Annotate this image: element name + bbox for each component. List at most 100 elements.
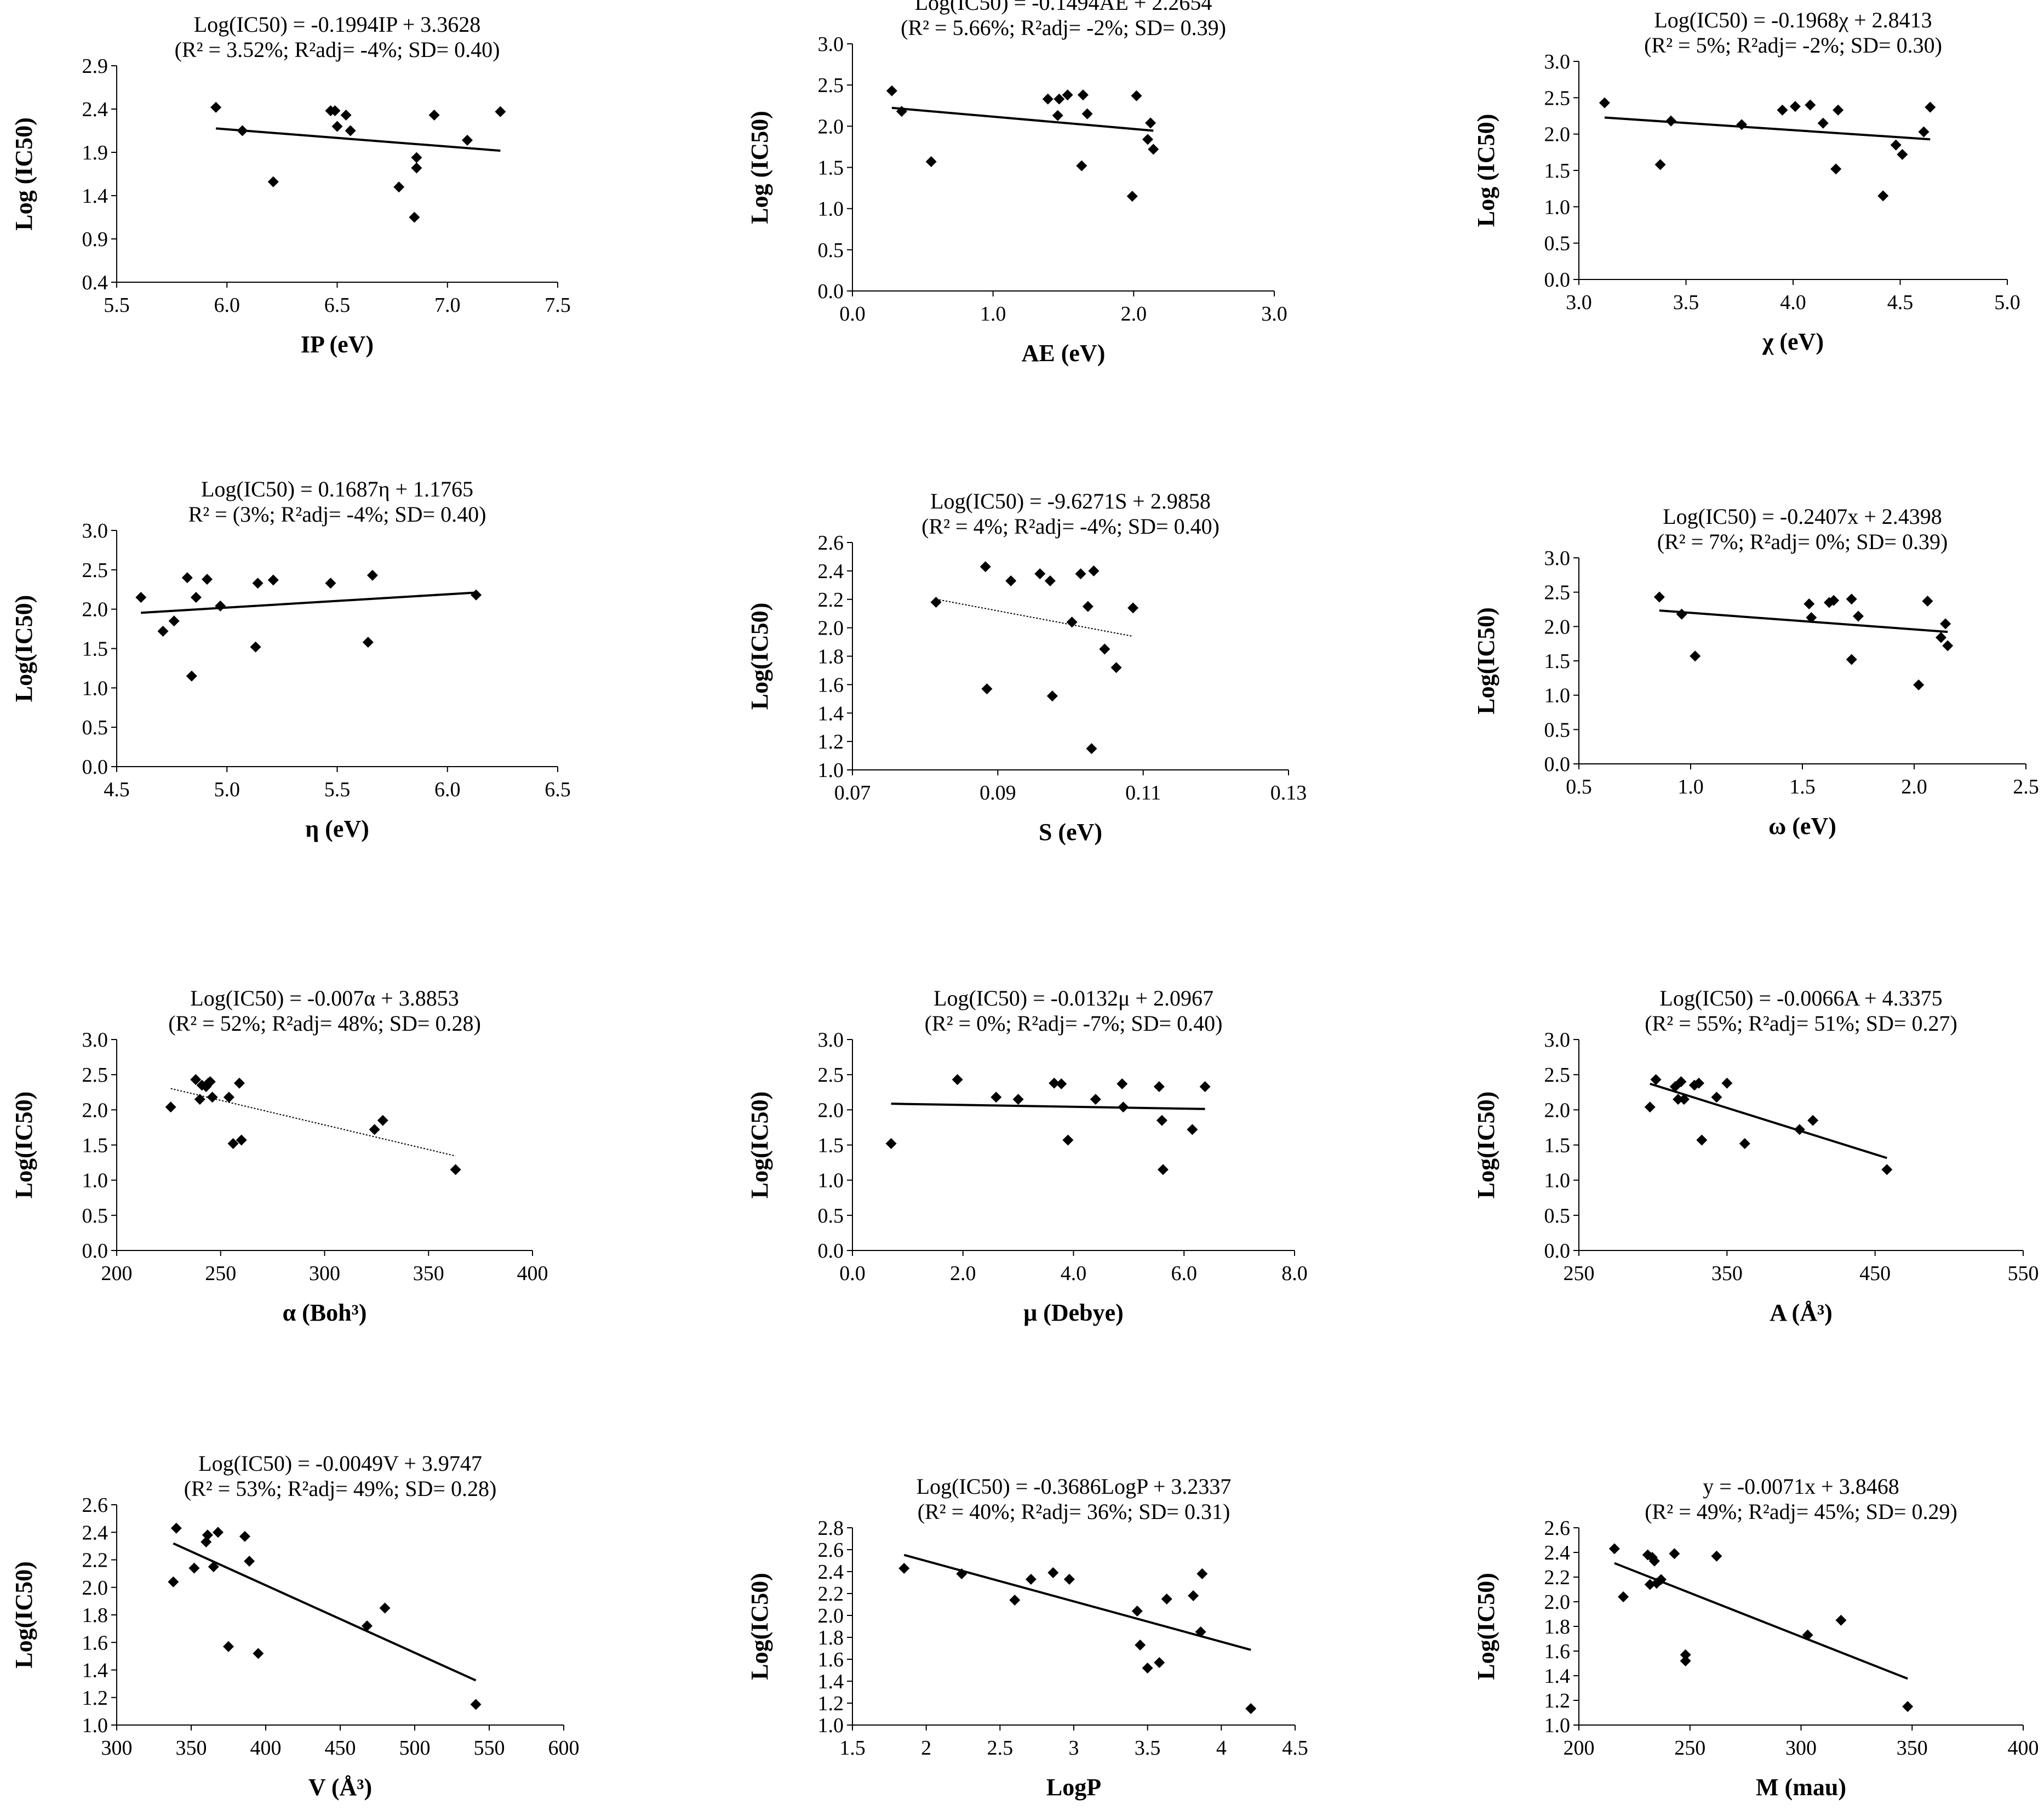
trend-line	[1659, 609, 1948, 633]
data-point	[1025, 1574, 1037, 1585]
chart-stats: (R² = 52%; R²adj= 48%; SD= 0.28)	[168, 1011, 481, 1036]
y-tick-label: 2.5	[1544, 87, 1571, 110]
x-tick-label: 6.5	[545, 778, 571, 801]
y-axis-label: Log(IC50)	[1473, 1092, 1499, 1199]
data-point	[1127, 602, 1139, 614]
y-axis-label: Log(IC50)	[10, 1092, 37, 1199]
data-point	[207, 1092, 218, 1103]
data-point	[1044, 575, 1056, 587]
x-tick-label: 3.5	[1673, 291, 1699, 314]
x-tick-label: 500	[399, 1737, 431, 1760]
y-tick-label: 0.5	[82, 716, 108, 739]
y-tick-label: 2.2	[82, 1549, 108, 1572]
data-point	[471, 589, 482, 601]
y-tick-label: 0.0	[1544, 753, 1571, 776]
x-tick-label: 0.11	[1125, 781, 1161, 804]
data-point	[925, 156, 937, 167]
data-point	[1012, 1094, 1024, 1105]
y-tick-label: 1.4	[818, 702, 844, 725]
x-tick-label: 6.0	[214, 294, 241, 317]
x-tick-label: 600	[548, 1737, 580, 1760]
y-tick-label: 1.2	[1544, 1689, 1571, 1712]
data-point	[1082, 601, 1093, 612]
y-tick-label: 2.0	[818, 617, 844, 640]
y-tick-label: 1.2	[818, 730, 844, 753]
y-tick-label: 1.0	[1544, 1169, 1571, 1192]
x-tick-label: 1.5	[839, 1737, 866, 1760]
data-point	[1802, 1629, 1813, 1641]
y-tick-label: 1.6	[82, 1631, 108, 1654]
data-point	[1187, 1124, 1198, 1135]
data-point	[1678, 1094, 1690, 1105]
chart-stats: (R² = 4%; R²adj= -4%; SD= 0.40)	[921, 514, 1219, 539]
y-tick-label: 1.0	[82, 1714, 108, 1737]
data-point	[202, 574, 213, 585]
data-point	[329, 105, 341, 117]
data-point	[1890, 139, 1902, 151]
x-tick-label: 200	[101, 1262, 133, 1285]
data-point	[1897, 149, 1908, 160]
data-point	[1195, 1626, 1206, 1637]
y-tick-label: 2.0	[82, 598, 108, 621]
x-tick-label: 350	[1897, 1737, 1928, 1760]
chart-equation: Log(IC50) = -0.1494AE + 2.2654	[915, 0, 1212, 15]
data-point	[1599, 97, 1610, 108]
data-point	[1846, 593, 1857, 605]
y-tick-label: 3.0	[1544, 547, 1571, 570]
data-point	[1902, 1701, 1914, 1712]
x-axis-label: χ (eV)	[1762, 328, 1824, 355]
y-tick-label: 1.0	[82, 1169, 108, 1192]
chart-equation: Log(IC50) = -0.1968χ + 2.8413	[1654, 8, 1932, 32]
y-tick-label: 0.9	[82, 228, 108, 251]
chart-equation: Log(IC50) = -0.1994IP + 3.3628	[194, 12, 481, 37]
data-point	[237, 125, 248, 136]
y-tick-label: 1.8	[82, 1604, 108, 1627]
y-tick-label: 1.4	[1544, 1665, 1571, 1688]
y-tick-label: 1.2	[818, 1692, 844, 1715]
data-point	[1711, 1092, 1722, 1103]
y-tick-label: 3.0	[1544, 1029, 1571, 1052]
chart-mass: y = -0.0071x + 3.8468(R² = 49%; R²adj= 4…	[1473, 1474, 2039, 1801]
data-point	[1062, 89, 1073, 101]
data-point	[1046, 690, 1058, 702]
x-axis-label: M (mau)	[1756, 1774, 1846, 1801]
data-point	[1828, 595, 1840, 606]
y-tick-label: 2.4	[818, 560, 844, 583]
data-point	[1118, 1101, 1129, 1113]
data-point	[1086, 743, 1097, 755]
data-point	[1918, 126, 1930, 138]
y-tick-label: 1.5	[1544, 159, 1571, 182]
data-point	[135, 592, 147, 603]
data-point	[1054, 93, 1065, 105]
y-tick-label: 0.5	[1544, 232, 1571, 255]
y-tick-label: 1.5	[82, 1134, 108, 1157]
data-point	[1042, 93, 1054, 105]
y-tick-label: 3.0	[1544, 50, 1571, 73]
data-point	[239, 1531, 250, 1542]
chart-omega: Log(IC50) = -0.2407x + 2.4398(R² = 7%; R…	[1473, 504, 2039, 840]
y-tick-label: 2.0	[1544, 123, 1571, 146]
y-axis-label: Log (IC50)	[746, 111, 773, 224]
data-point	[1077, 89, 1089, 101]
y-axis-label: Log (IC50)	[1473, 114, 1499, 227]
y-tick-label: 1.5	[818, 1134, 844, 1157]
data-point	[409, 212, 420, 223]
trend-line	[141, 591, 477, 614]
data-point	[1117, 1078, 1128, 1089]
y-tick-label: 2.4	[818, 1561, 844, 1584]
data-point	[267, 176, 279, 187]
data-point	[886, 85, 897, 96]
x-tick-label: 250	[1674, 1737, 1705, 1760]
data-point	[202, 1529, 213, 1541]
y-axis-label: Log(IC50)	[10, 595, 37, 703]
data-point	[1075, 568, 1086, 580]
x-tick-label: 300	[309, 1262, 340, 1285]
chart-equation: Log(IC50) = -0.007α + 3.8853	[190, 986, 459, 1010]
x-tick-label: 250	[1564, 1262, 1595, 1285]
trend-line	[891, 106, 1154, 132]
x-tick-label: 3.0	[1566, 291, 1592, 314]
x-axis-label: AE (eV)	[1022, 340, 1106, 367]
data-point	[1721, 1077, 1733, 1089]
x-tick-label: 2.5	[2013, 775, 2039, 798]
data-point	[1833, 104, 1844, 116]
